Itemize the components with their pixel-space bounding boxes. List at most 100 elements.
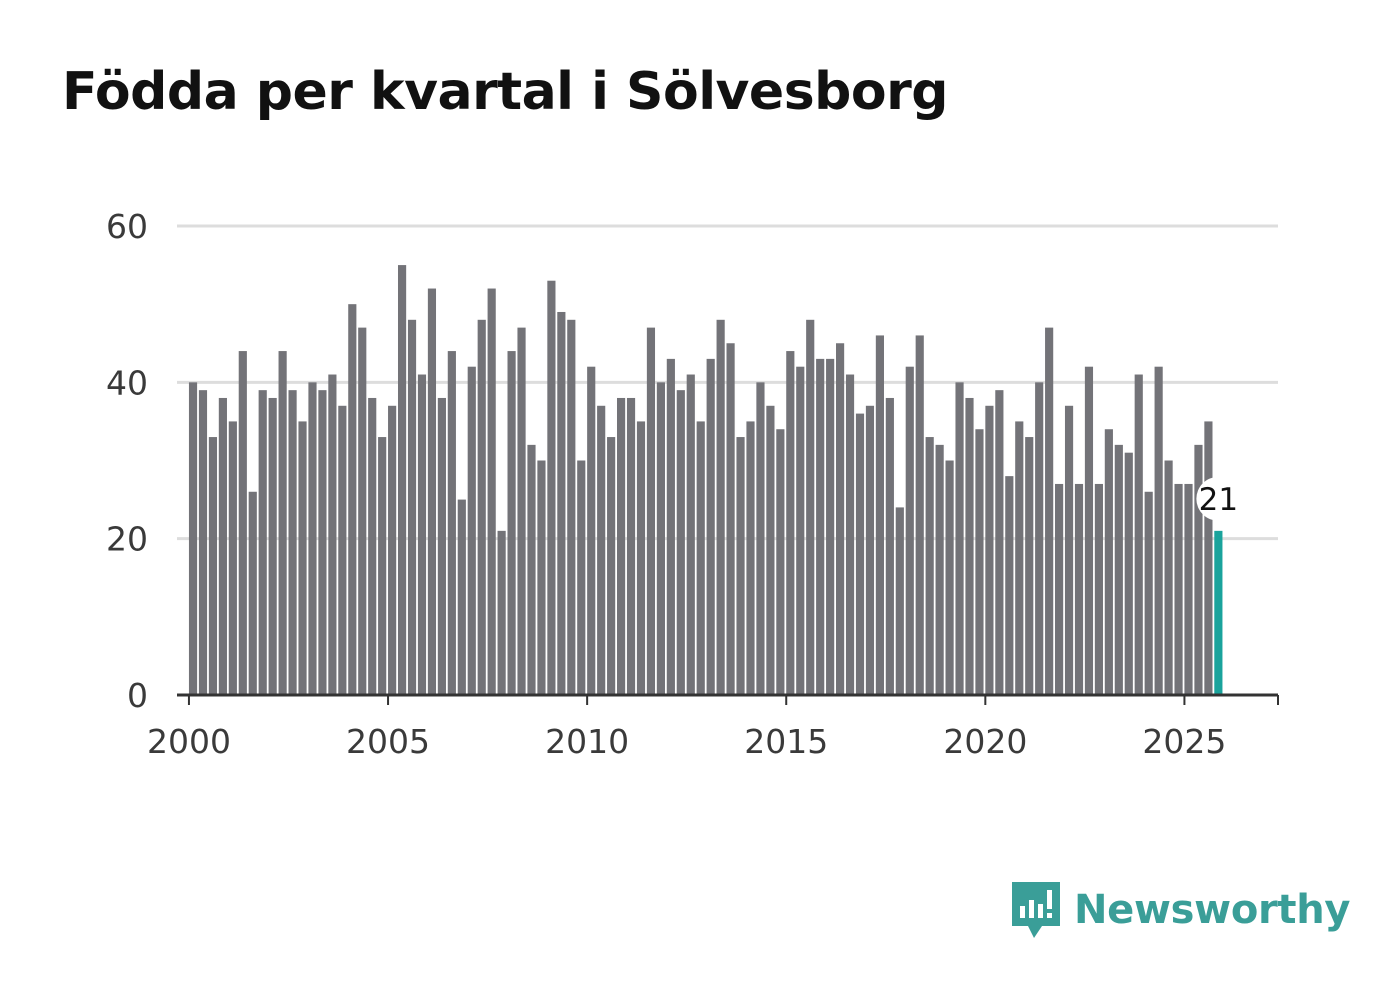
bar [925, 437, 934, 695]
y-tick-label-60: 60 [106, 207, 148, 246]
bar [955, 382, 964, 695]
bar [567, 319, 576, 695]
chart-title: Födda per kvartal i Sölvesborg [62, 62, 948, 122]
bar [617, 397, 626, 695]
bar [736, 437, 745, 695]
bar [676, 390, 685, 695]
callout-background [1196, 476, 1241, 521]
y-tick-label-0: 0 [127, 676, 148, 715]
bar [1025, 437, 1034, 695]
bar [218, 397, 227, 695]
bar [477, 319, 486, 695]
bar [607, 437, 616, 695]
bar [875, 335, 884, 695]
bar [1074, 483, 1084, 695]
x-tick-label-2025: 2025 [1142, 722, 1226, 761]
bar [368, 397, 377, 695]
brand-logo[interactable]: Newsworthy [1010, 878, 1351, 942]
bar [497, 530, 506, 695]
bar [895, 507, 904, 695]
bar [1204, 421, 1213, 695]
bar [1104, 429, 1113, 695]
bar [238, 351, 247, 695]
bar [288, 390, 297, 695]
bar [726, 343, 735, 695]
bar [826, 358, 835, 695]
bar [885, 397, 894, 695]
callout-label: 21 [1199, 482, 1238, 518]
highlight-callout: 21 [1196, 476, 1241, 521]
bar [437, 397, 446, 695]
bar [786, 351, 795, 695]
bar [1114, 444, 1123, 695]
bars [188, 265, 1223, 695]
bar [935, 444, 944, 695]
bar [995, 390, 1004, 695]
bar [696, 421, 705, 695]
newsworthy-chat-chart-icon [1012, 882, 1060, 938]
bar [457, 499, 466, 695]
bar [1194, 444, 1203, 695]
bar [358, 327, 367, 695]
bar [388, 405, 397, 695]
bar [537, 460, 546, 695]
bar [975, 429, 984, 695]
x-tick-label-2015: 2015 [744, 722, 828, 761]
bar [626, 397, 636, 695]
bar [816, 358, 825, 695]
bar [587, 366, 596, 695]
bar [1164, 460, 1173, 695]
x-tick-label-2005: 2005 [346, 722, 430, 761]
bar [547, 280, 556, 695]
bar [318, 390, 327, 695]
bar [716, 319, 725, 695]
bar [397, 265, 407, 695]
bar [298, 421, 307, 695]
bar [796, 366, 805, 695]
bar [1064, 405, 1074, 695]
bar [746, 421, 755, 695]
bar [527, 444, 536, 695]
bar [855, 413, 865, 695]
bar [806, 319, 815, 695]
bar [507, 351, 516, 695]
bar [756, 382, 765, 695]
bar [1015, 421, 1024, 695]
bar [1154, 366, 1163, 695]
bar [945, 460, 954, 695]
bar [1084, 366, 1094, 695]
y-tick-label-20: 20 [106, 520, 148, 559]
bar [268, 397, 277, 695]
bar [577, 460, 586, 695]
bar [1094, 483, 1103, 695]
y-axis-ticks: 0 20 40 60 [106, 207, 148, 715]
bar [597, 405, 606, 695]
bar [487, 288, 496, 695]
bar [636, 421, 646, 695]
bar [706, 358, 715, 695]
bar [188, 382, 198, 695]
bar [198, 390, 208, 695]
bar [656, 382, 665, 695]
bar [1045, 327, 1054, 695]
bar [517, 327, 526, 695]
brand-name: Newsworthy [1074, 887, 1351, 933]
bar [308, 382, 317, 695]
bar [417, 374, 427, 695]
bar [557, 311, 566, 695]
bar [1134, 374, 1143, 695]
bar [1055, 483, 1064, 695]
bar [845, 374, 855, 695]
bar [228, 421, 237, 695]
x-tick-label-2000: 2000 [147, 722, 231, 761]
bar [1174, 483, 1183, 695]
bar [407, 319, 417, 695]
bar [248, 491, 257, 695]
bar [348, 304, 357, 695]
x-tick-label-2010: 2010 [545, 722, 629, 761]
bar [865, 405, 875, 695]
bar [427, 288, 437, 695]
x-axis-ticks: 2000 2005 2010 2015 2020 2025 [147, 695, 1279, 761]
bar-highlight [1214, 530, 1223, 695]
